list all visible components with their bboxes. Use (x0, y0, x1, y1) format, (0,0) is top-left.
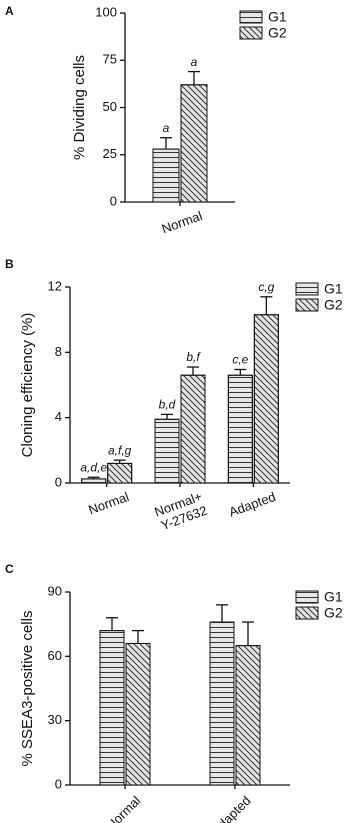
y-tick-label: 4 (55, 409, 62, 424)
annotation: a (191, 55, 198, 69)
legend-hatch (239, 26, 263, 40)
y-tick-label: 8 (55, 344, 62, 359)
x-tick-label: Normal (103, 793, 143, 823)
annotation: b,f (186, 350, 201, 364)
y-tick-label: 0 (55, 776, 62, 791)
x-tick-label: Adapted (227, 489, 278, 520)
bar-hatch (235, 645, 261, 786)
legend-hatch (239, 10, 263, 24)
x-tick-label: Normal (86, 489, 131, 517)
annotation: a,d,e (80, 460, 107, 474)
bar-hatch (209, 621, 235, 786)
annotation: c,g (258, 280, 274, 294)
annotation: a,f,g (108, 443, 132, 457)
panel-letter: B (5, 257, 14, 271)
bar-hatch (99, 630, 125, 786)
bar-hatch (253, 314, 279, 484)
y-tick-label: 0 (110, 193, 117, 208)
legend-label: G2 (324, 297, 343, 313)
annotation: b,d (159, 398, 176, 412)
legend-label: G1 (324, 281, 343, 297)
legend-hatch (295, 606, 319, 620)
bar-hatch (152, 148, 180, 203)
y-tick-label: 50 (103, 99, 117, 114)
legend-label: G2 (324, 605, 343, 621)
bar-hatch (125, 642, 151, 786)
annotation: a (163, 121, 170, 135)
y-tick-label: 75 (103, 52, 117, 67)
bar-hatch (81, 478, 107, 484)
y-tick-label: 30 (48, 712, 62, 727)
y-tick-label: 60 (48, 648, 62, 663)
panel-letter: C (5, 562, 14, 576)
y-tick-label: 0 (55, 474, 62, 489)
y-tick-label: 100 (95, 4, 117, 19)
x-tick-label: Normal+Y-27632 (153, 489, 210, 534)
y-axis-label: Cloning efficiency (%) (19, 313, 36, 458)
bar-hatch (180, 84, 208, 203)
legend-hatch (295, 590, 319, 604)
bar-hatch (107, 462, 133, 484)
bar-hatch (154, 418, 180, 484)
legend-hatch (295, 282, 319, 296)
legend-label: G2 (268, 25, 287, 41)
bar-hatch (180, 374, 206, 484)
bar-hatch (227, 374, 253, 484)
y-axis-label: % SSEA3-positive cells (19, 611, 36, 767)
legend-label: G1 (324, 589, 343, 605)
annotation: c,e (232, 353, 248, 367)
x-tick-label: Normal (160, 208, 205, 236)
y-tick-label: 90 (48, 583, 62, 598)
legend-label: G1 (268, 9, 287, 25)
y-tick-label: 25 (103, 146, 117, 161)
y-axis-label: % Dividing cells (71, 55, 88, 160)
legend-hatch (295, 298, 319, 312)
panel-letter: A (5, 4, 14, 18)
y-tick-label: 12 (48, 278, 62, 293)
x-tick-label: Adapted (209, 793, 254, 823)
